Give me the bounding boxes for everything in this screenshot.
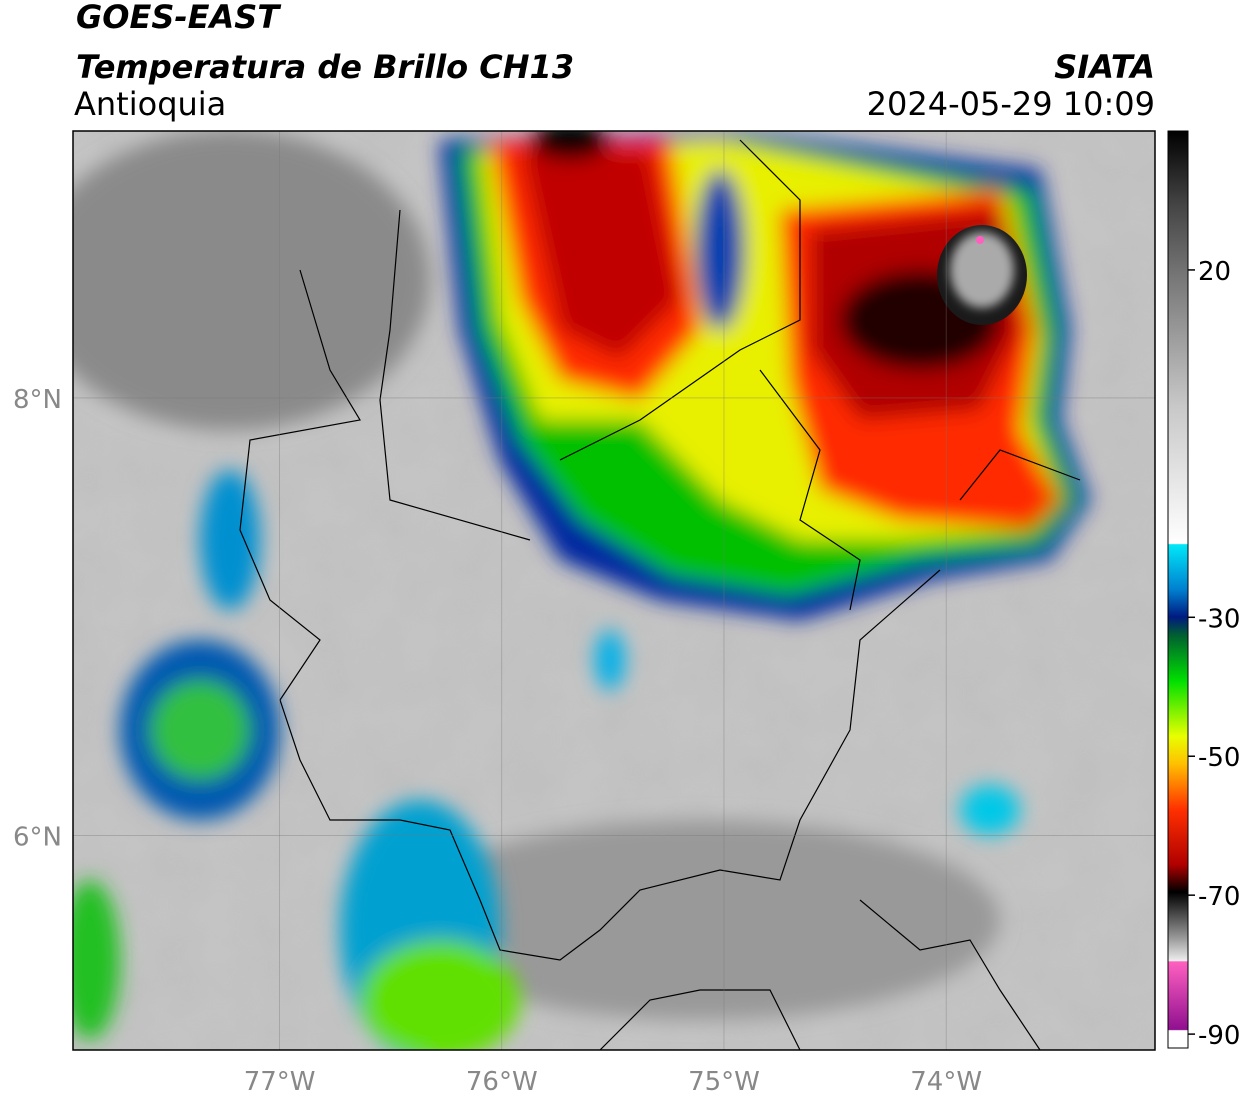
map-frame (72, 130, 1156, 1051)
region: Antioquia (74, 85, 226, 123)
colorbar-tick-label: -70 (1198, 882, 1240, 912)
map (73, 131, 1155, 1050)
colorbar-tick-label: -50 (1198, 743, 1240, 773)
source: SIATA (1054, 48, 1155, 86)
subtitle: Temperatura de Brillo CH13 (76, 48, 574, 86)
y-tick-label: 6°N (13, 823, 62, 853)
x-tick-label: 74°W (910, 1067, 982, 1097)
x-tick-label: 77°W (244, 1067, 316, 1097)
colorbar-tick-label: -30 (1198, 604, 1240, 634)
colorbar (1167, 130, 1189, 1049)
title: GOES-EAST (76, 0, 281, 36)
colorbar-tick-label: 20 (1198, 257, 1231, 287)
datetime: 2024-05-29 10:09 (867, 85, 1155, 123)
x-tick-label: 75°W (688, 1067, 760, 1097)
y-tick-label: 8°N (13, 385, 62, 415)
x-tick-label: 76°W (466, 1067, 538, 1097)
colorbar-tick-label: -90 (1198, 1021, 1240, 1051)
